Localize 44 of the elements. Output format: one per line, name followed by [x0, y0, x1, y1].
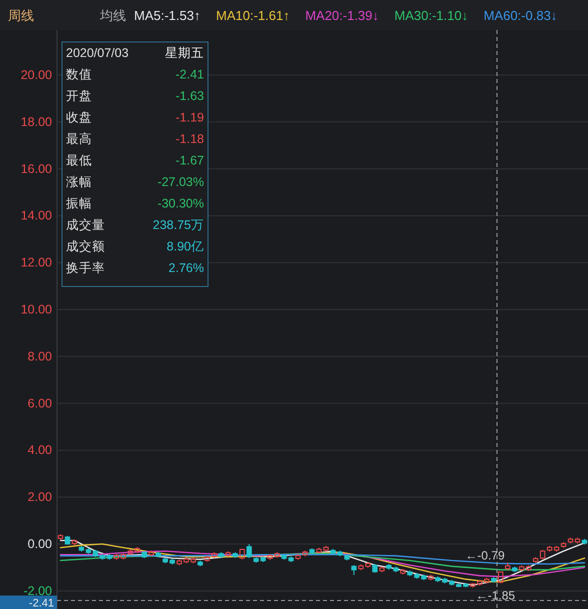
y-tick-label: 4.00 [28, 443, 52, 458]
annotation: 涨幅 [66, 175, 92, 189]
chart-title: 周线 [8, 8, 34, 23]
annotation: -30.30% [157, 196, 204, 210]
annotation: ←-0.79 [465, 548, 505, 563]
annotation: 2.76% [168, 261, 204, 275]
annotation: 成交量 [66, 217, 105, 232]
text: MA20:-1.39↓ [305, 8, 379, 23]
y-tick-label: 20.00 [20, 68, 52, 82]
annotation: -27.03% [157, 175, 204, 189]
annotation: 8.90亿 [166, 240, 204, 254]
y-tick-label: 16.00 [20, 162, 52, 176]
text: MA60:-0.83↓ [484, 8, 558, 23]
annotation: 星期五 [165, 46, 204, 60]
y-tick-label: 0.00 [28, 537, 52, 552]
y-tick-label: 6.00 [28, 396, 52, 410]
annotation: 换手率 [66, 260, 105, 275]
legend-title: 均线 [99, 8, 126, 23]
annotation: 238.75万 [152, 218, 204, 232]
y-tick-label: 14.00 [20, 208, 52, 223]
annotation: 开盘 [66, 89, 92, 103]
annotation: 振幅 [66, 196, 92, 210]
annotation: 最高 [66, 131, 92, 146]
y-tick-label: 10.00 [20, 302, 52, 317]
y-tick-label: 18.00 [20, 114, 52, 129]
annotation: -1.18 [176, 132, 204, 146]
text: MA30:-1.10↓ [394, 8, 468, 23]
annotation: 成交额 [66, 238, 105, 254]
annotation: -1.67 [176, 154, 204, 168]
y-tick-label: 2.00 [28, 490, 52, 504]
y-tick-label: 12.00 [20, 256, 52, 270]
y-tick-label: -2.00 [24, 584, 52, 598]
annotation: 数值 [66, 68, 92, 82]
ref-line-label: -2.41 [28, 598, 54, 609]
annotation: -1.19 [176, 110, 204, 124]
annotation: -2.41 [176, 68, 204, 82]
text: MA10:-1.61↑ [216, 8, 290, 23]
text: MA5:-1.53↑ [134, 8, 200, 23]
annotation: 收盘 [66, 110, 92, 124]
annotation: -1.63 [176, 89, 204, 103]
annotation: ←-1.85 [476, 588, 516, 602]
annotation: 最低 [66, 154, 92, 168]
y-tick-label: 8.00 [28, 349, 52, 364]
annotation: 2020/07/03 [66, 46, 129, 60]
